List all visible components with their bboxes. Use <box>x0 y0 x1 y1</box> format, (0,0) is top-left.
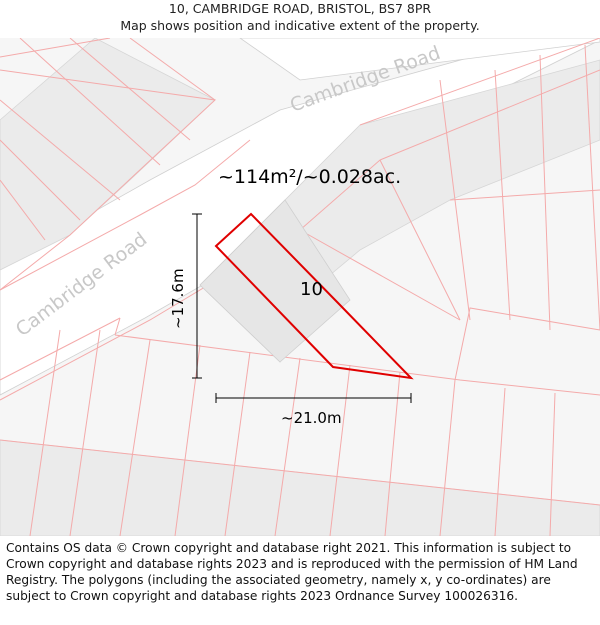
plot-number: 10 <box>300 279 323 300</box>
map-subtitle: Map shows position and indicative extent… <box>120 18 480 33</box>
buildings-upper-left <box>0 38 216 271</box>
map-canvas: Cambridge Road Cambridge Road ~114m²/~0.… <box>0 38 600 536</box>
map-view[interactable]: Cambridge Road Cambridge Road ~114m²/~0.… <box>0 38 600 536</box>
road-side-strip <box>239 38 600 81</box>
attribution-text: Contains OS data © Crown copyright and d… <box>6 541 578 603</box>
property-building <box>199 199 351 363</box>
property-boundary[interactable] <box>214 212 414 380</box>
area-label: ~114m²/~0.028ac. <box>218 166 401 188</box>
height-dimension <box>192 213 202 379</box>
width-dimension <box>215 393 412 403</box>
width-label: ~21.0m <box>281 409 342 427</box>
property-address: 10, CAMBRIDGE ROAD, BRISTOL, BS7 8PR <box>168 1 432 16</box>
map-header: 10, CAMBRIDGE ROAD, BRISTOL, BS7 8PR Map… <box>0 0 600 38</box>
parcel-lines <box>0 38 600 536</box>
height-label: ~17.6m <box>169 268 187 329</box>
